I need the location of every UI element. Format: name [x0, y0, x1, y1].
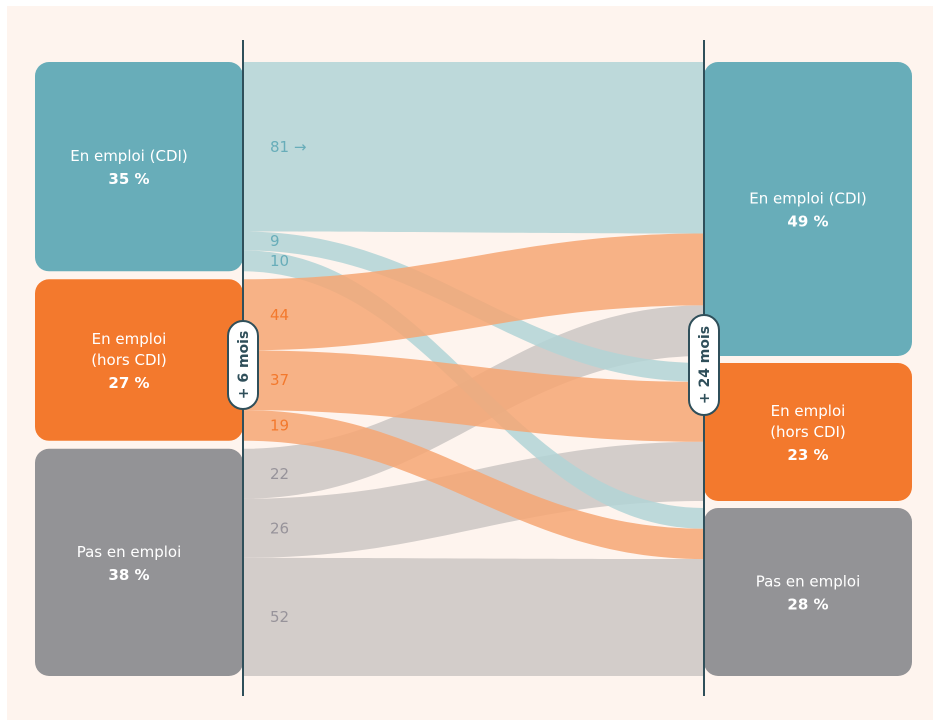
axes-group: + 6 mois + 24 mois: [227, 40, 720, 696]
flow-label-pas-to-pas: 52: [270, 608, 289, 626]
right-node-hors-label: (hors CDI): [770, 423, 846, 441]
flow-hors-to-pas: [243, 410, 704, 560]
left-node-cdi-label: En emploi (CDI): [70, 147, 188, 165]
flow-label-pas-to-cdi: 22: [270, 465, 289, 483]
flow-label-hors-to-cdi: 44: [270, 306, 289, 324]
left-node-pas-pct: 38 %: [108, 566, 149, 584]
flow-label-hors-to-pas: 19: [270, 416, 289, 434]
nodes-group: En emploi (CDI) 35 % En emploi (hors CDI) 27…: [35, 62, 912, 676]
left-node-pas: [35, 448, 243, 676]
flow-label-pas-to-hors: 26: [270, 519, 289, 537]
flows-group: [243, 62, 704, 676]
flow-cdi-to-cdi: [243, 62, 704, 234]
right-node-pas-label: Pas en emploi: [756, 573, 861, 591]
right-node-pas: [704, 508, 912, 676]
right-node-cdi-label: En emploi (CDI): [749, 190, 867, 208]
flow-hors-to-cdi: [243, 233, 704, 351]
right-node-hors: [704, 363, 912, 501]
right-node-pas-pct: 28 %: [787, 596, 828, 614]
left-node-hors-label: En emploi: [92, 330, 167, 348]
left-axis-label: + 6 mois: [236, 331, 252, 400]
flow-label-cdi-to-cdi: 81 →: [270, 138, 306, 156]
left-node-cdi-pct: 35 %: [108, 170, 149, 188]
left-node-pas-label: Pas en emploi: [77, 543, 182, 561]
flow-pas-to-pas: [243, 557, 704, 676]
right-node-cdi-pct: 49 %: [787, 213, 828, 231]
left-node-hors-pct: 27 %: [108, 374, 149, 392]
right-node-cdi: [704, 62, 912, 356]
right-node-hors-label: En emploi: [771, 402, 846, 420]
left-node-hors-label: (hors CDI): [91, 351, 167, 369]
flow-label-cdi-to-hors: 9: [270, 232, 280, 250]
right-axis-pill: [688, 314, 720, 416]
flow-label-hors-to-hors: 37: [270, 371, 289, 389]
flow-labels-group: 81 → 9 10 44 37 19 22 26 52: [270, 138, 306, 626]
left-axis-pill: [227, 320, 259, 410]
left-node-cdi: [35, 62, 243, 272]
right-node-hors-pct: 23 %: [787, 446, 828, 464]
right-axis-label: + 24 mois: [697, 326, 713, 404]
flow-hors-to-hors: [243, 350, 704, 442]
flow-label-cdi-to-pas: 10: [270, 252, 289, 270]
left-node-hors: [35, 279, 243, 441]
